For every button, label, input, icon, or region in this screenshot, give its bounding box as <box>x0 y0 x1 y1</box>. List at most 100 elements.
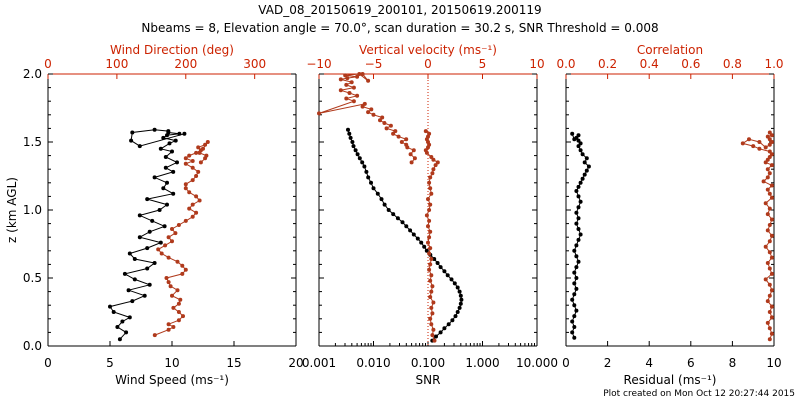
data-point <box>142 293 147 298</box>
data-point <box>194 174 199 178</box>
panel-2: 0.001 0.010 0.100 1.000 10.000 −10 −5 0 5 10 SNR Ve… <box>302 43 558 387</box>
data-point <box>458 301 463 306</box>
x-tick-label: 0.100 <box>411 356 445 370</box>
data-point <box>183 161 188 166</box>
data-point <box>378 118 382 123</box>
data-point <box>763 277 768 282</box>
data-point <box>457 305 462 310</box>
data-point <box>194 210 199 215</box>
data-point <box>751 144 756 149</box>
data-point <box>767 223 772 227</box>
data-point <box>415 236 420 241</box>
data-point <box>343 73 348 78</box>
data-point <box>124 330 129 335</box>
data-point <box>423 148 428 153</box>
data-point <box>763 244 768 249</box>
data-point <box>127 315 132 320</box>
data-point <box>362 101 367 106</box>
data-point <box>584 168 589 173</box>
data-point <box>196 145 201 150</box>
data-point <box>767 282 772 287</box>
data-point <box>578 199 583 204</box>
data-point <box>152 175 157 180</box>
data-point <box>438 330 443 335</box>
data-point <box>161 186 166 191</box>
data-point <box>574 265 579 270</box>
data-point <box>767 266 772 271</box>
data-point <box>429 155 434 159</box>
data-point <box>338 77 343 82</box>
data-point <box>122 271 127 276</box>
data-point <box>424 213 429 218</box>
data-point <box>459 297 464 302</box>
data-point <box>369 107 374 112</box>
data-point <box>338 88 343 93</box>
data-point <box>432 257 437 261</box>
data-point <box>129 138 134 143</box>
data-point <box>423 129 428 134</box>
data-point <box>404 142 409 147</box>
data-point <box>431 167 436 172</box>
data-point <box>576 237 581 242</box>
data-point <box>574 254 579 259</box>
data-point <box>765 134 770 139</box>
data-point <box>197 150 202 155</box>
data-point <box>344 82 349 87</box>
data-point <box>763 145 768 150</box>
data-point <box>570 330 575 335</box>
series-1 <box>346 127 464 343</box>
data-point <box>580 176 585 181</box>
series-1 <box>108 127 187 342</box>
x-tick-label: 10.000 <box>516 356 558 370</box>
data-point <box>767 155 772 159</box>
data-point <box>430 311 435 316</box>
data-point <box>163 243 168 248</box>
data-point <box>360 72 365 76</box>
data-point <box>576 144 581 149</box>
data-point <box>384 126 389 131</box>
data-point <box>175 160 179 165</box>
data-point <box>117 337 122 342</box>
data-point <box>578 141 583 146</box>
data-point <box>430 284 435 289</box>
data-point <box>442 269 447 274</box>
data-point <box>344 96 349 101</box>
data-point <box>427 180 432 185</box>
data-point <box>183 267 188 272</box>
data-point <box>765 228 770 233</box>
data-point <box>166 327 171 332</box>
data-point <box>572 325 577 329</box>
y-tick-label: 1.0 <box>23 203 42 217</box>
data-point <box>400 220 405 225</box>
data-point <box>446 322 451 327</box>
data-point <box>137 235 142 240</box>
x2-tick-label: 0.2 <box>598 57 617 71</box>
data-point <box>166 322 171 327</box>
data-point <box>198 160 203 165</box>
data-point <box>166 235 171 240</box>
y-axis-label: z (km AGL) <box>5 177 19 243</box>
data-point <box>429 191 434 196</box>
data-point <box>574 276 579 280</box>
data-point <box>428 229 433 234</box>
data-point <box>190 178 195 183</box>
data-point <box>435 261 440 265</box>
x-tick-label: 0.010 <box>356 356 390 370</box>
x-tick-label: 5 <box>106 356 114 370</box>
series-2 <box>423 129 440 343</box>
data-point <box>428 246 433 251</box>
data-point <box>431 327 436 332</box>
data-point <box>190 214 195 219</box>
data-point <box>458 293 463 298</box>
data-point <box>442 326 447 331</box>
data-point <box>158 146 163 151</box>
data-point <box>183 186 188 191</box>
data-point <box>452 281 457 286</box>
data-point <box>180 271 185 276</box>
data-point <box>382 121 387 125</box>
data-point <box>115 325 120 329</box>
data-point <box>203 156 208 161</box>
data-point <box>353 148 358 153</box>
data-point <box>429 305 434 310</box>
data-point <box>355 93 360 98</box>
